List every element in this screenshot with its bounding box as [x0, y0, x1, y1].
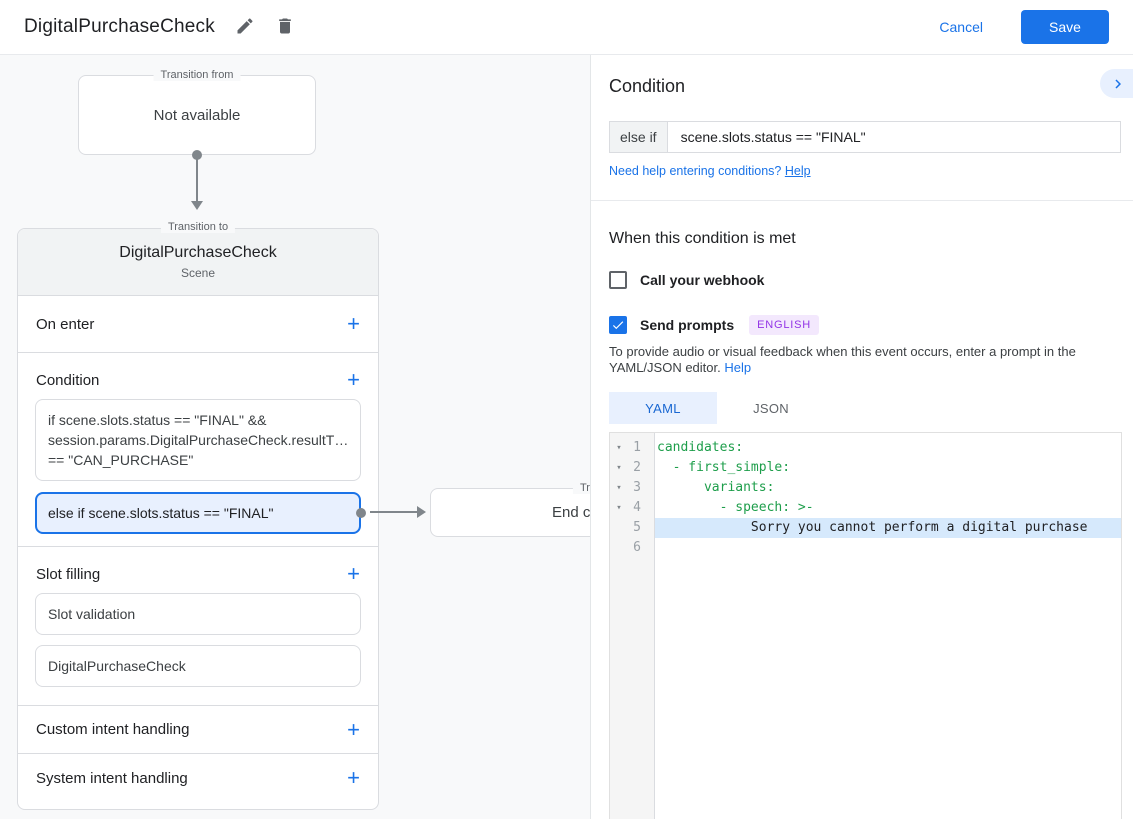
editor-line: ▾ 6 [610, 538, 1121, 558]
send-prompts-row: Send prompts ENGLISH [609, 315, 820, 335]
editor-line: ▾ 1 candidates: [610, 438, 1121, 458]
send-prompts-checkbox[interactable] [609, 316, 627, 334]
condition-item-text: else if scene.slots.status == "FINAL" [48, 505, 274, 521]
editor-gutter [610, 433, 655, 819]
connector-line-vertical [196, 155, 198, 201]
app-header: DigitalPurchaseCheck Cancel Save [0, 0, 1133, 55]
tab-json[interactable]: JSON [753, 400, 789, 416]
trash-icon [279, 18, 291, 34]
line-number: 6 [633, 540, 641, 555]
connector-dot [356, 508, 366, 518]
prompt-hint-help-link[interactable]: Help [724, 360, 752, 375]
scene-card: DigitalPurchaseCheck Scene On enter + Co… [17, 228, 379, 810]
code-text: variants: [657, 480, 775, 495]
line-number: 2 [633, 460, 641, 475]
on-enter-label: On enter [36, 315, 95, 333]
checkmark-icon [612, 321, 624, 330]
condition-expression-row: else if scene.slots.status == "FINAL" [609, 121, 1121, 153]
fold-icon[interactable]: ▾ [616, 463, 622, 473]
page-title: DigitalPurchaseCheck [24, 16, 215, 37]
condition-expression-input[interactable]: scene.slots.status == "FINAL" [680, 129, 866, 145]
scene-card-title: DigitalPurchaseCheck [119, 244, 277, 261]
editor-line: ▾ 4 - speech: >- [610, 498, 1121, 518]
transition-from-value: Not available [153, 106, 241, 124]
code-text: - first_simple: [657, 460, 791, 475]
code-text: - speech: >- [657, 500, 814, 515]
yaml-editor[interactable]: ▾ 1 candidates: ▾ 2 - first_simple: ▾ 3 … [609, 432, 1122, 819]
transition-from-legend: Transition from [153, 69, 241, 81]
condition-met-heading: When this condition is met [609, 230, 796, 247]
chevron-right-icon [1115, 79, 1121, 88]
condition-help-line: Need help entering conditions? Help [609, 164, 811, 178]
line-number: 3 [633, 480, 641, 495]
webhook-checkbox[interactable] [609, 271, 627, 289]
system-intent-row[interactable]: System intent handling + [18, 754, 378, 802]
transition-from-node[interactable]: Transition from Not available [78, 69, 316, 155]
condition-help-text: Need help entering conditions? [609, 164, 782, 178]
add-on-enter-icon[interactable]: + [347, 311, 360, 336]
fold-icon[interactable]: ▾ [616, 503, 622, 513]
slot-filling-label: Slot filling [36, 565, 101, 583]
code-text: Sorry you cannot perform a digital purch… [657, 520, 1088, 535]
custom-intent-row[interactable]: Custom intent handling + [18, 706, 378, 754]
scene-diagram: Transition from Not available DigitalPur… [0, 55, 790, 819]
system-intent-label: System intent handling [36, 769, 188, 787]
on-enter-row[interactable]: On enter + [18, 296, 378, 353]
condition-section-label: Condition [36, 371, 100, 389]
slot-item[interactable]: DigitalPurchaseCheck [35, 645, 361, 687]
line-number: 5 [633, 520, 641, 535]
add-system-intent-icon[interactable]: + [347, 765, 360, 790]
line-number: 1 [633, 440, 641, 455]
delete-scene-button[interactable] [275, 16, 295, 38]
editor-line-highlighted: ▾ 5 Sorry you cannot perform a digital p… [610, 518, 1121, 538]
condition-item-selected[interactable]: else if scene.slots.status == "FINAL" [35, 492, 366, 534]
arrow-right-icon [417, 506, 426, 518]
save-button[interactable]: Save [1021, 10, 1109, 44]
language-badge: ENGLISH [749, 315, 820, 335]
panel-divider [591, 200, 1133, 201]
webhook-label: Call your webhook [640, 272, 765, 288]
panel-title: Condition [609, 76, 686, 96]
editor-line: ▾ 2 - first_simple: [610, 458, 1121, 478]
editor-tabs: YAML JSON [609, 392, 825, 424]
scene-card-header[interactable]: DigitalPurchaseCheck Scene [18, 229, 378, 296]
add-slot-icon[interactable]: + [347, 561, 360, 586]
send-prompts-label: Send prompts [640, 317, 735, 333]
code-text [648, 538, 657, 558]
fold-icon[interactable]: ▾ [616, 483, 622, 493]
arrow-down-icon [191, 201, 203, 210]
code-text: candidates: [657, 440, 744, 455]
collapse-panel-button[interactable] [1100, 69, 1133, 98]
transition-to-legend: Transition to [160, 221, 236, 233]
add-custom-intent-icon[interactable]: + [347, 716, 360, 742]
edit-title-button[interactable] [235, 16, 255, 38]
condition-section: Condition + if scene.slots.status == "FI… [18, 353, 378, 547]
prompt-hint: To provide audio or visual feedback when… [609, 344, 1133, 376]
line-number: 4 [633, 500, 641, 515]
fold-icon[interactable]: ▾ [616, 443, 622, 453]
cancel-button[interactable]: Cancel [939, 19, 983, 35]
editor-line: ▾ 3 variants: [610, 478, 1121, 498]
tab-yaml[interactable]: YAML [609, 392, 717, 424]
prompt-hint-text: To provide audio or visual feedback when… [609, 344, 1076, 375]
slot-filling-section: Slot filling + Slot validation DigitalPu… [18, 547, 378, 706]
pencil-icon [237, 18, 253, 34]
webhook-row: Call your webhook [609, 271, 764, 289]
slot-item[interactable]: Slot validation [35, 593, 361, 635]
connector-line-horizontal [370, 511, 418, 513]
condition-prefix: else if [610, 122, 668, 152]
condition-help-link[interactable]: Help [784, 164, 811, 178]
condition-detail-panel: Condition else if scene.slots.status == … [590, 55, 1133, 819]
condition-item[interactable]: if scene.slots.status == "FINAL" && sess… [35, 399, 361, 481]
scene-card-subtitle: Scene [180, 266, 216, 280]
custom-intent-label: Custom intent handling [36, 721, 190, 738]
add-condition-icon[interactable]: + [347, 367, 360, 392]
